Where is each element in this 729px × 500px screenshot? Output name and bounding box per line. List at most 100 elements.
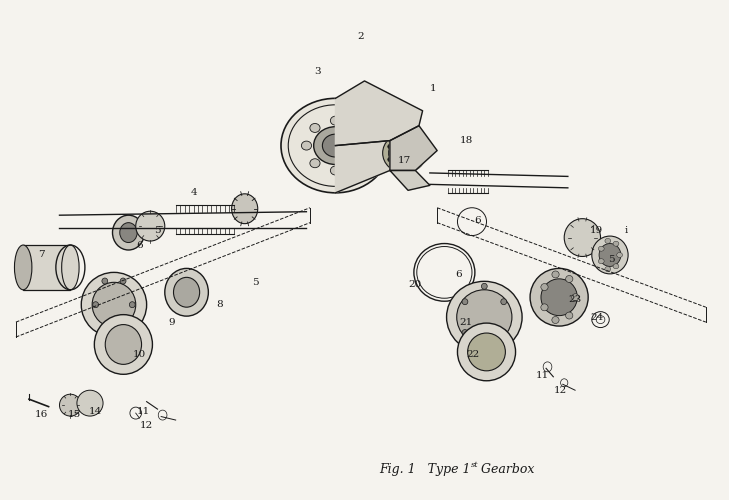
Text: 4: 4 [190, 188, 197, 198]
Text: 21: 21 [459, 318, 473, 326]
Ellipse shape [310, 158, 320, 168]
Ellipse shape [416, 150, 422, 156]
Ellipse shape [389, 138, 421, 168]
Ellipse shape [605, 266, 611, 272]
Text: i: i [624, 226, 628, 234]
Ellipse shape [458, 323, 515, 381]
Ellipse shape [552, 271, 559, 278]
Ellipse shape [394, 167, 400, 172]
Ellipse shape [330, 116, 340, 125]
Text: 5: 5 [608, 256, 615, 264]
Text: st: st [471, 461, 479, 469]
Ellipse shape [457, 290, 512, 344]
Text: 24: 24 [590, 312, 604, 322]
Text: 15: 15 [67, 410, 81, 418]
Ellipse shape [413, 138, 418, 143]
Ellipse shape [15, 245, 32, 290]
Text: 2: 2 [357, 32, 364, 40]
Ellipse shape [467, 333, 505, 371]
Ellipse shape [359, 141, 370, 150]
Polygon shape [335, 81, 423, 146]
Text: 18: 18 [459, 136, 473, 145]
Ellipse shape [481, 284, 487, 290]
Ellipse shape [310, 124, 320, 132]
Ellipse shape [592, 236, 628, 274]
Ellipse shape [232, 194, 258, 224]
Ellipse shape [322, 134, 348, 157]
Ellipse shape [388, 157, 394, 162]
Ellipse shape [102, 326, 108, 332]
Polygon shape [390, 126, 437, 170]
Text: 22: 22 [467, 350, 480, 359]
Text: 12: 12 [554, 386, 567, 394]
Ellipse shape [566, 276, 573, 282]
Polygon shape [390, 170, 430, 190]
Text: 12: 12 [140, 420, 153, 430]
Text: 8: 8 [216, 300, 222, 309]
Ellipse shape [605, 238, 611, 244]
Text: 11: 11 [136, 407, 149, 416]
Ellipse shape [301, 141, 311, 150]
Ellipse shape [93, 302, 98, 308]
Ellipse shape [165, 268, 208, 316]
Ellipse shape [404, 169, 410, 174]
Ellipse shape [564, 218, 601, 256]
Ellipse shape [102, 278, 108, 284]
Ellipse shape [136, 211, 165, 241]
Ellipse shape [552, 316, 559, 324]
Text: 10: 10 [133, 350, 146, 359]
Ellipse shape [388, 144, 394, 149]
Ellipse shape [351, 124, 361, 132]
Ellipse shape [404, 132, 410, 137]
Ellipse shape [572, 294, 579, 300]
Ellipse shape [351, 158, 361, 168]
Ellipse shape [541, 284, 548, 290]
Ellipse shape [481, 345, 487, 351]
Ellipse shape [60, 394, 81, 416]
Text: 14: 14 [89, 407, 102, 416]
Text: 11: 11 [536, 371, 549, 380]
Ellipse shape [447, 282, 522, 353]
Ellipse shape [501, 298, 507, 304]
Ellipse shape [613, 264, 619, 269]
Text: 16: 16 [35, 410, 48, 418]
Ellipse shape [120, 222, 137, 242]
Text: 5: 5 [155, 226, 161, 234]
Text: 1: 1 [430, 84, 437, 93]
Text: 20: 20 [409, 280, 422, 289]
Ellipse shape [541, 279, 577, 316]
Polygon shape [335, 140, 390, 193]
Text: 23: 23 [569, 295, 582, 304]
Text: 9: 9 [168, 318, 176, 326]
Ellipse shape [617, 252, 623, 258]
Ellipse shape [120, 326, 126, 332]
Ellipse shape [530, 268, 588, 326]
Ellipse shape [120, 278, 126, 284]
Text: 5: 5 [252, 278, 259, 287]
Ellipse shape [112, 215, 144, 250]
Ellipse shape [330, 166, 340, 175]
Ellipse shape [501, 330, 507, 336]
Ellipse shape [462, 330, 468, 336]
Ellipse shape [62, 245, 79, 290]
Ellipse shape [129, 302, 135, 308]
Ellipse shape [92, 282, 136, 327]
Ellipse shape [81, 272, 147, 337]
Bar [23, 245, 71, 290]
Ellipse shape [599, 258, 604, 264]
Ellipse shape [94, 314, 152, 374]
Text: Gearbox: Gearbox [477, 463, 534, 476]
Ellipse shape [281, 98, 390, 193]
Text: 6: 6 [474, 216, 480, 224]
Ellipse shape [599, 246, 604, 251]
Ellipse shape [174, 278, 200, 307]
Ellipse shape [613, 241, 619, 246]
Text: 6: 6 [456, 270, 462, 280]
Ellipse shape [383, 133, 426, 173]
Ellipse shape [566, 312, 573, 319]
Text: Fig. 1   Type 1: Fig. 1 Type 1 [379, 463, 470, 476]
Text: 7: 7 [38, 250, 44, 260]
Text: 3: 3 [314, 66, 321, 76]
Ellipse shape [77, 390, 103, 416]
Text: 6: 6 [136, 240, 143, 250]
